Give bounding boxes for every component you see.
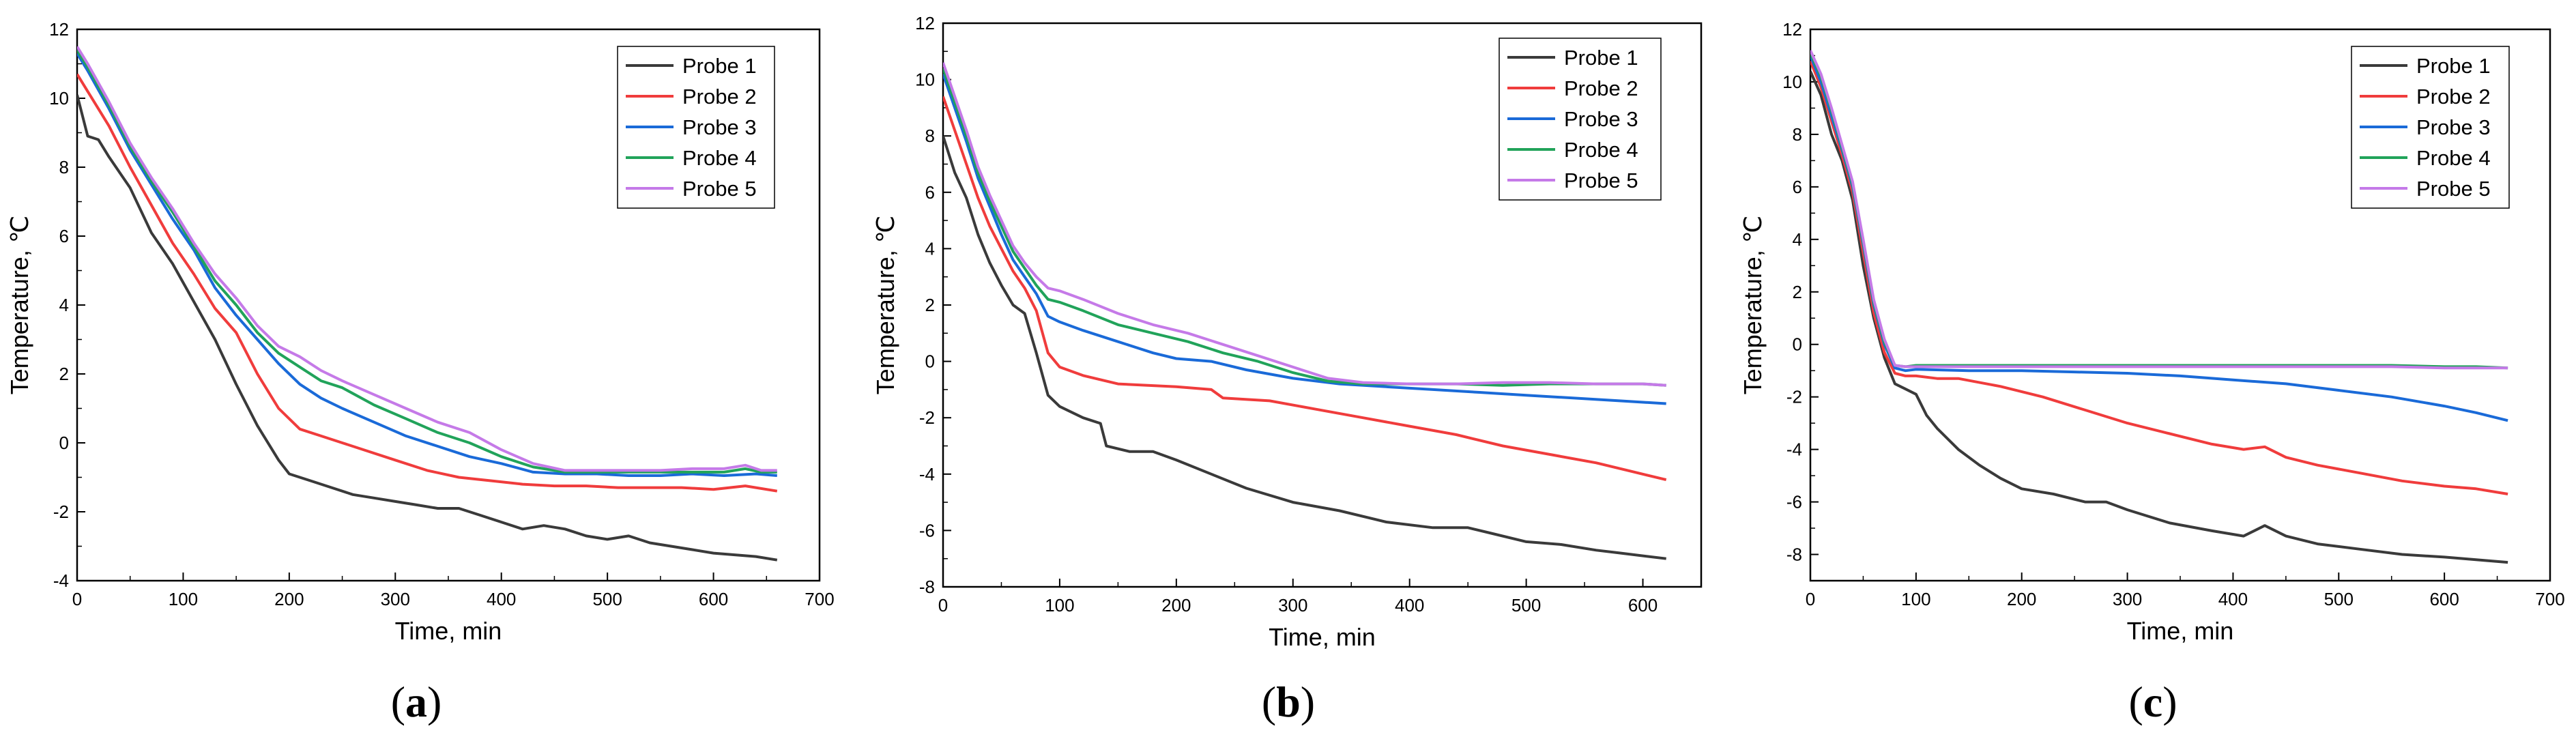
legend-label-probe-4: Probe 4 xyxy=(1564,138,1638,162)
x-tick-label: 300 xyxy=(381,589,410,609)
y-tick-label: -2 xyxy=(53,502,69,522)
legend-label-probe-1: Probe 1 xyxy=(682,54,757,78)
y-axis-title: Temperature, ℃ xyxy=(5,216,33,395)
x-tick-label: 300 xyxy=(1278,595,1307,615)
series-line-probe-4 xyxy=(943,68,1666,387)
y-tick-label: 2 xyxy=(1793,282,1802,302)
x-tick-label: 200 xyxy=(274,589,304,609)
legend-label-probe-3: Probe 3 xyxy=(1564,107,1638,131)
series-line-probe-1 xyxy=(1810,70,2508,564)
panel-label-letter: a xyxy=(405,678,427,726)
y-axis-title: Temperature, ℃ xyxy=(1739,216,1767,395)
x-tick-label: 0 xyxy=(72,589,82,609)
series-line-probe-1 xyxy=(77,94,778,562)
x-tick-label: 600 xyxy=(1628,595,1658,615)
legend-label-probe-4: Probe 4 xyxy=(2416,146,2491,170)
y-tick-label: -4 xyxy=(53,570,69,591)
panel-label-letter: c xyxy=(2143,678,2162,726)
y-tick-label: 10 xyxy=(915,70,935,90)
legend-label-probe-2: Probe 2 xyxy=(2416,85,2491,108)
y-tick-label: -2 xyxy=(919,407,935,428)
x-axis-title: Time, min xyxy=(2127,617,2234,645)
legend-label-probe-5: Probe 5 xyxy=(2416,177,2491,201)
y-tick-label: 12 xyxy=(49,19,69,40)
y-tick-label: 4 xyxy=(1793,229,1802,250)
panel-label: (c) xyxy=(2128,678,2177,726)
y-tick-label: -6 xyxy=(919,520,935,540)
series-line-probe-5 xyxy=(1810,49,2508,370)
x-tick-label: 600 xyxy=(2429,589,2459,609)
legend-label-probe-1: Probe 1 xyxy=(2416,54,2491,78)
y-tick-label: -4 xyxy=(1786,439,1802,460)
y-tick-label: -8 xyxy=(919,577,935,597)
x-tick-label: 100 xyxy=(169,589,198,609)
legend-label-probe-2: Probe 2 xyxy=(682,85,757,108)
y-tick-label: -6 xyxy=(1786,492,1802,512)
legend-label-probe-2: Probe 2 xyxy=(1564,76,1638,100)
x-tick-label: 0 xyxy=(1806,589,1815,609)
legend-label-probe-1: Probe 1 xyxy=(1564,46,1638,70)
legend-label-probe-5: Probe 5 xyxy=(682,177,757,201)
y-tick-label: 0 xyxy=(59,433,69,453)
chart-panel-c: 0 100 200 300 400 500 600 700 -8 -6 -4 -2 0 2 4 6 8 10 12 T… xyxy=(1739,19,2565,726)
y-tick-label: 12 xyxy=(1782,19,1802,40)
x-tick-label: 400 xyxy=(2218,589,2248,609)
y-tick-label: 6 xyxy=(925,182,935,203)
x-tick-label: 0 xyxy=(938,595,948,615)
y-tick-label: 6 xyxy=(1793,177,1802,197)
y-tick-label: -2 xyxy=(1786,387,1802,407)
y-tick-label: -4 xyxy=(919,464,935,484)
series-line-probe-5 xyxy=(77,46,777,472)
x-tick-label: 700 xyxy=(2535,589,2564,609)
series-line-probe-1 xyxy=(943,135,1666,560)
series-line-probe-3 xyxy=(943,73,1666,405)
y-tick-label: 8 xyxy=(925,126,935,146)
y-axis-title: Temperature, ℃ xyxy=(871,216,899,395)
series-line-probe-4 xyxy=(77,49,777,474)
x-tick-label: 100 xyxy=(1045,595,1074,615)
y-tick-label: 6 xyxy=(59,226,69,246)
series-line-probe-5 xyxy=(943,62,1666,387)
y-tick-label: -8 xyxy=(1786,545,1802,565)
x-tick-label: 200 xyxy=(1161,595,1191,615)
x-tick-label: 500 xyxy=(592,589,622,609)
panel-label: (b) xyxy=(1262,678,1315,726)
legend-label-probe-4: Probe 4 xyxy=(682,146,757,170)
x-tick-label: 500 xyxy=(2324,589,2354,609)
x-axis-title: Time, min xyxy=(1269,623,1376,651)
panel-label-letter: b xyxy=(1276,678,1301,726)
legend-label-probe-5: Probe 5 xyxy=(1564,169,1638,192)
y-tick-label: 8 xyxy=(1793,124,1802,145)
series-line-probe-2 xyxy=(943,96,1667,482)
panel-label: (a) xyxy=(391,678,442,726)
x-tick-label: 600 xyxy=(699,589,728,609)
y-tick-label: 0 xyxy=(925,351,935,372)
y-tick-label: 2 xyxy=(59,364,69,384)
legend-label-probe-3: Probe 3 xyxy=(2416,115,2491,139)
series-line-probe-2 xyxy=(77,73,778,493)
y-tick-label: 2 xyxy=(925,295,935,315)
y-tick-label: 12 xyxy=(915,13,935,33)
x-tick-label: 300 xyxy=(2113,589,2142,609)
x-tick-label: 700 xyxy=(805,589,834,609)
x-tick-label: 200 xyxy=(2007,589,2036,609)
y-tick-label: 8 xyxy=(59,157,69,177)
x-tick-label: 100 xyxy=(1901,589,1930,609)
x-axis-title: Time, min xyxy=(395,617,502,645)
x-tick-label: 400 xyxy=(1395,595,1424,615)
y-tick-label: 4 xyxy=(925,238,935,259)
chart-panel-a: 0 100 200 300 400 500 600 700 -4 -2 0 2 4 6 8 10 12 Time,… xyxy=(5,19,835,726)
legend-label-probe-3: Probe 3 xyxy=(682,115,757,139)
chart-panel-b: 0 100 200 300 400 500 600 -8 -6 -4 -2 0 2 4 6 8 10 12 Time… xyxy=(871,13,1703,726)
x-tick-label: 500 xyxy=(1511,595,1541,615)
y-tick-label: 4 xyxy=(59,295,69,315)
y-tick-label: 10 xyxy=(49,88,69,108)
y-tick-label: 10 xyxy=(1782,72,1802,92)
x-tick-label: 400 xyxy=(487,589,516,609)
y-tick-label: 0 xyxy=(1793,334,1802,355)
series-line-probe-3 xyxy=(77,53,777,477)
